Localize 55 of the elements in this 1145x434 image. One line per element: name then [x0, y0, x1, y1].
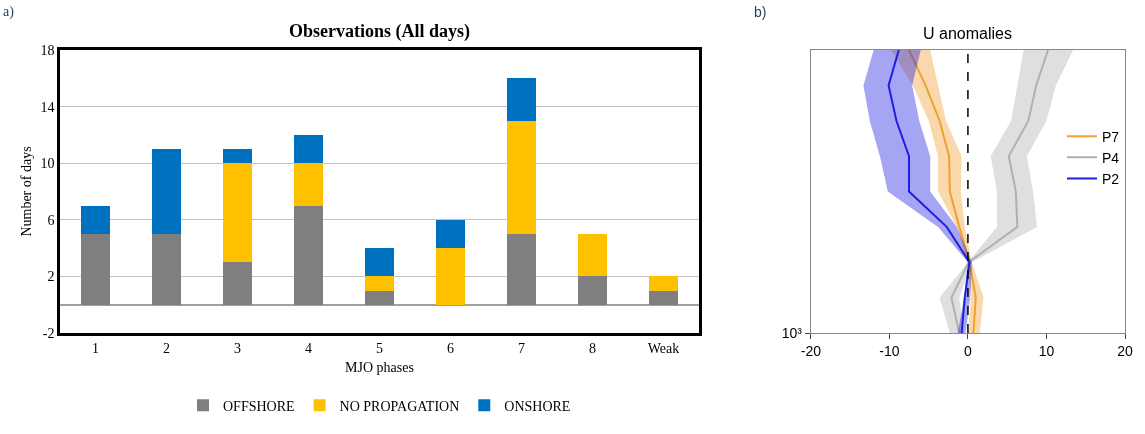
bar	[152, 149, 181, 234]
bar	[81, 233, 110, 305]
bar	[649, 276, 678, 291]
bar	[578, 276, 607, 305]
bar	[578, 233, 607, 277]
bar	[223, 149, 252, 164]
text: b)	[754, 4, 767, 20]
y-tick-label: 10	[40, 156, 55, 172]
legend-label: NO PROPAGATION	[339, 398, 460, 414]
x-tick-label: 10	[1038, 342, 1055, 359]
chart-title: U anomalies	[923, 25, 1012, 42]
y-tick-label: 14	[40, 99, 55, 115]
legend-label: P7	[1102, 128, 1120, 145]
y-tick-label: 10³	[781, 324, 803, 341]
bar	[436, 219, 465, 249]
bar	[223, 163, 252, 263]
x-tick-label: -10	[879, 342, 900, 359]
bar	[365, 248, 394, 277]
x-tick-label: -20	[800, 342, 822, 359]
text: a)	[3, 4, 15, 20]
y-tick-label: -2	[42, 325, 55, 341]
y-tick-label: 18	[40, 42, 55, 58]
x-tick-label: 4	[305, 340, 312, 356]
x-tick-label: 2	[163, 340, 170, 356]
y-tick-label: 6	[47, 212, 55, 228]
legend-label: P2	[1102, 171, 1120, 187]
bar	[649, 290, 678, 305]
y-tick-label: 2	[47, 269, 55, 285]
x-tick-label: 8	[589, 340, 596, 356]
x-axis-title: MJO phases	[345, 359, 414, 375]
y-axis-title: Number of days	[19, 146, 35, 237]
x-tick-label: 6	[447, 340, 454, 356]
legend-label: P4	[1102, 149, 1120, 166]
legend-label: ONSHORE	[504, 398, 571, 414]
bar	[294, 205, 323, 305]
x-tick-label: Weak	[647, 340, 680, 356]
x-tick-label: 1	[92, 340, 99, 356]
legend-label: OFFSHORE	[223, 398, 295, 414]
x-tick-label: 20	[1117, 342, 1133, 359]
bar	[152, 233, 181, 305]
bar	[365, 290, 394, 305]
bar	[294, 163, 323, 206]
bar	[507, 120, 536, 234]
x-tick-label: 7	[518, 340, 525, 356]
x-tick-label: 3	[234, 340, 241, 356]
bar	[294, 134, 323, 164]
x-tick-label: 5	[376, 340, 383, 356]
chart-title: Observations (All days)	[289, 21, 471, 42]
bar	[365, 276, 394, 291]
bar	[223, 262, 252, 305]
bar	[507, 233, 536, 305]
bar	[81, 205, 110, 234]
x-tick-label: 0	[964, 342, 973, 359]
bar	[436, 248, 465, 305]
bar	[507, 78, 536, 121]
